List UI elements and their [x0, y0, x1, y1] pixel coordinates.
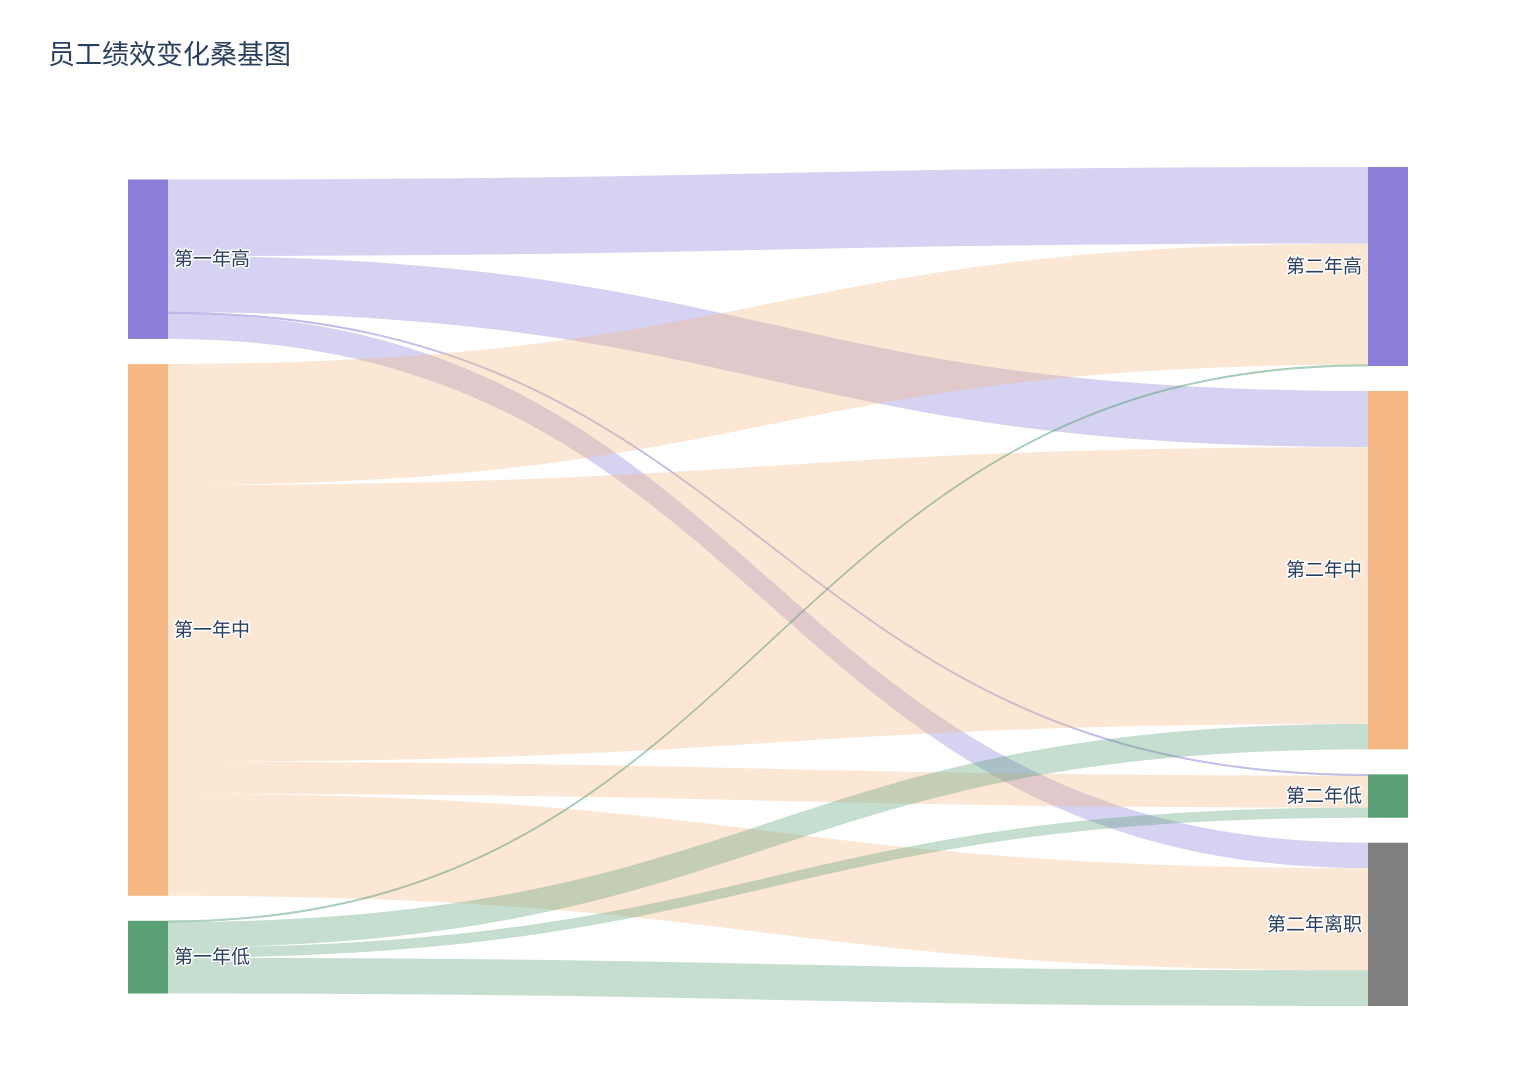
- node-label-h2: 第二年高: [1286, 255, 1362, 277]
- node-label-q2: 第二年离职: [1267, 913, 1362, 935]
- link-h1-to-q2: [168, 313, 1368, 856]
- node-label-m1: 第一年中: [174, 619, 250, 641]
- node-label-h1: 第一年高: [174, 248, 250, 270]
- node-h1: [128, 179, 168, 339]
- nodes-layer: [128, 167, 1408, 1006]
- link-m1-to-l2: [168, 761, 1368, 808]
- link-l1-to-h2: [167, 364, 1369, 923]
- chart-title: 员工绩效变化桑基图: [48, 40, 291, 71]
- links-layer: [167, 167, 1369, 1006]
- link-m1-to-q2: [168, 793, 1368, 971]
- node-m1: [128, 363, 168, 896]
- link-l1-to-q2: [168, 957, 1368, 1006]
- node-label-m2: 第二年中: [1286, 559, 1362, 581]
- node-label-l2: 第二年低: [1286, 785, 1362, 807]
- link-h1-to-q2: [168, 326, 1368, 869]
- link-m1-to-h2: [168, 243, 1368, 486]
- link-m1-to-m2: [168, 447, 1368, 762]
- link-l1-to-m2: [168, 723, 1368, 948]
- node-label-l1: 第一年低: [174, 946, 250, 968]
- node-q2: [1368, 842, 1408, 1006]
- node-m2: [1368, 390, 1408, 750]
- link-l1-to-l2: [168, 807, 1368, 958]
- node-h2: [1368, 167, 1408, 366]
- link-h1-to-h2: [168, 167, 1368, 257]
- node-l2: [1368, 774, 1408, 818]
- node-l1: [128, 920, 168, 994]
- link-h1-to-m2: [168, 256, 1368, 448]
